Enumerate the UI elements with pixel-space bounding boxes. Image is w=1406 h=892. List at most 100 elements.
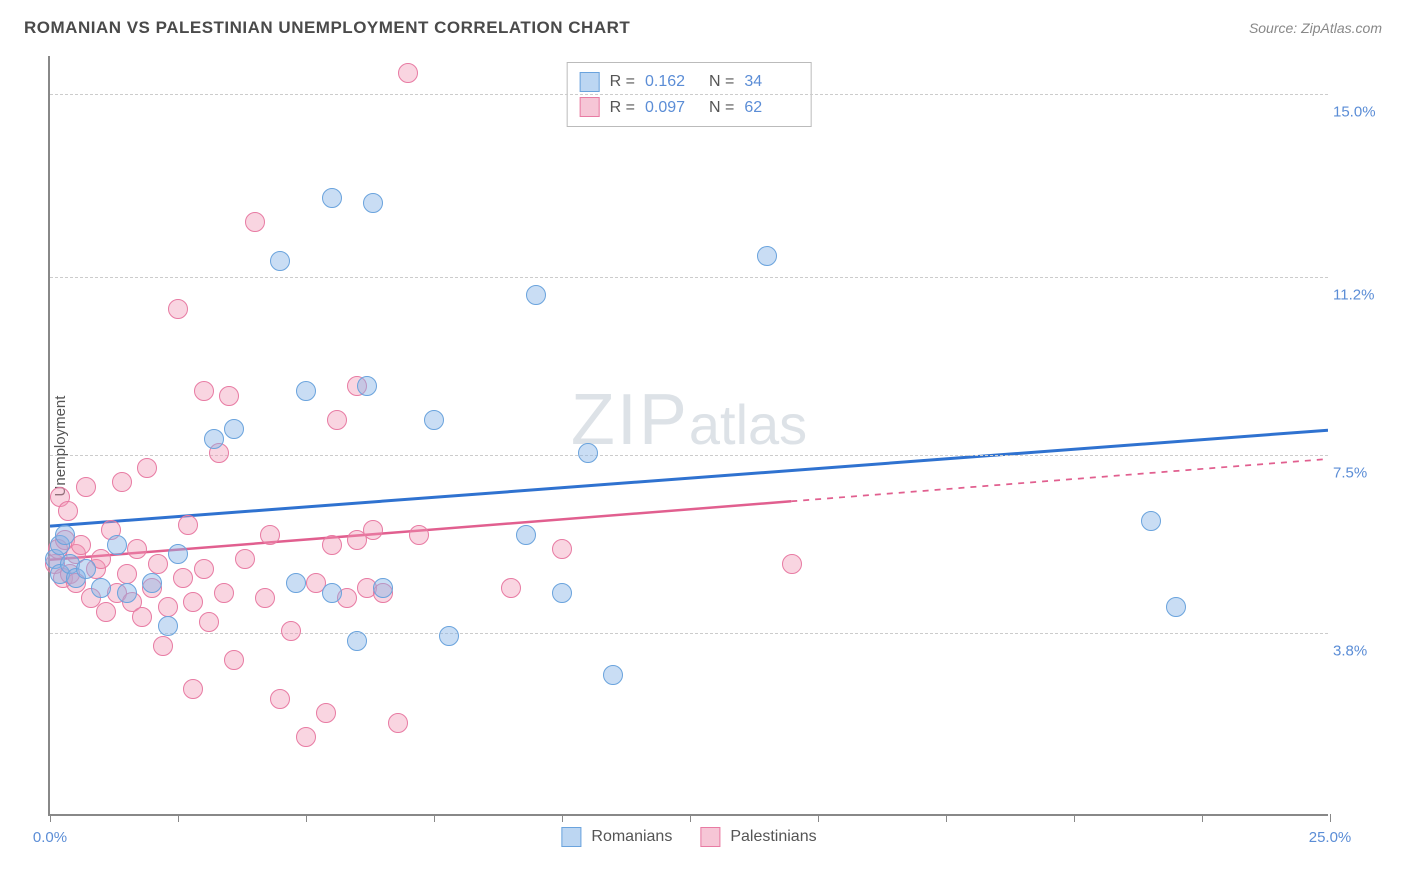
x-tick: [178, 814, 179, 822]
x-tick: [818, 814, 819, 822]
data-point: [270, 689, 290, 709]
trend-line-dashed: [791, 459, 1328, 501]
y-tick-label: 15.0%: [1333, 104, 1388, 121]
n-label: N =: [709, 69, 734, 95]
data-point: [357, 376, 377, 396]
x-tick: [306, 814, 307, 822]
x-tick: [434, 814, 435, 822]
data-point: [424, 410, 444, 430]
data-point: [76, 477, 96, 497]
data-point: [286, 573, 306, 593]
data-point: [91, 578, 111, 598]
r-label: R =: [610, 69, 635, 95]
data-point: [409, 525, 429, 545]
legend-bottom: Romanians Palestinians: [561, 824, 816, 850]
source-attribution: Source: ZipAtlas.com: [1249, 20, 1382, 36]
data-point: [1166, 597, 1186, 617]
data-point: [363, 193, 383, 213]
data-point: [296, 727, 316, 747]
data-point: [173, 568, 193, 588]
y-tick-label: 3.8%: [1333, 643, 1388, 660]
x-tick: [562, 814, 563, 822]
data-point: [224, 650, 244, 670]
data-point: [439, 626, 459, 646]
data-point: [516, 525, 536, 545]
gridline: [50, 633, 1328, 634]
data-point: [55, 525, 75, 545]
data-point: [219, 386, 239, 406]
data-point: [168, 544, 188, 564]
watermark: ZIPatlas: [571, 379, 807, 461]
data-point: [1141, 511, 1161, 531]
data-point: [757, 246, 777, 266]
data-point: [183, 679, 203, 699]
data-point: [158, 597, 178, 617]
legend-stats-row: R =0.097N =62: [580, 95, 799, 121]
data-point: [76, 559, 96, 579]
data-point: [322, 188, 342, 208]
data-point: [127, 539, 147, 559]
data-point: [255, 588, 275, 608]
data-point: [398, 63, 418, 83]
x-tick: [50, 814, 51, 822]
data-point: [158, 616, 178, 636]
legend-swatch: [700, 827, 720, 847]
n-value: 34: [744, 69, 798, 95]
data-point: [204, 429, 224, 449]
data-point: [552, 583, 572, 603]
data-point: [168, 299, 188, 319]
data-point: [58, 501, 78, 521]
data-point: [270, 251, 290, 271]
legend-swatch: [580, 97, 600, 117]
gridline: [50, 94, 1328, 95]
data-point: [260, 525, 280, 545]
data-point: [782, 554, 802, 574]
trend-line: [50, 430, 1328, 526]
data-point: [501, 578, 521, 598]
data-point: [281, 621, 301, 641]
legend-label: Romanians: [591, 824, 672, 850]
r-label: R =: [610, 95, 635, 121]
data-point: [112, 472, 132, 492]
legend-swatch: [561, 827, 581, 847]
y-tick-label: 7.5%: [1333, 465, 1388, 482]
r-value: 0.162: [645, 69, 699, 95]
gridline: [50, 277, 1328, 278]
data-point: [117, 583, 137, 603]
x-tick: [1202, 814, 1203, 822]
legend-item: Romanians: [561, 824, 672, 850]
data-point: [322, 535, 342, 555]
n-value: 62: [744, 95, 798, 121]
data-point: [137, 458, 157, 478]
data-point: [117, 564, 137, 584]
n-label: N =: [709, 95, 734, 121]
data-point: [96, 602, 116, 622]
data-point: [194, 559, 214, 579]
data-point: [552, 539, 572, 559]
legend-stats-row: R = 0.162 N = 34: [580, 69, 799, 95]
legend-item: Palestinians: [700, 824, 816, 850]
data-point: [327, 410, 347, 430]
data-point: [178, 515, 198, 535]
data-point: [142, 573, 162, 593]
data-point: [224, 419, 244, 439]
data-point: [194, 381, 214, 401]
chart-title: ROMANIAN VS PALESTINIAN UNEMPLOYMENT COR…: [24, 18, 630, 38]
data-point: [603, 665, 623, 685]
data-point: [148, 554, 168, 574]
data-point: [322, 583, 342, 603]
data-point: [316, 703, 336, 723]
data-point: [183, 592, 203, 612]
data-point: [235, 549, 255, 569]
data-point: [578, 443, 598, 463]
data-point: [199, 612, 219, 632]
data-point: [363, 520, 383, 540]
watermark-atlas: atlas: [689, 393, 807, 456]
data-point: [296, 381, 316, 401]
gridline: [50, 455, 1328, 456]
plot-area: ZIPatlas R =0.162N =34R =0.097N =62 Roma…: [48, 56, 1328, 816]
data-point: [153, 636, 173, 656]
data-point: [347, 631, 367, 651]
data-point: [214, 583, 234, 603]
x-tick-label: 25.0%: [1309, 829, 1352, 846]
